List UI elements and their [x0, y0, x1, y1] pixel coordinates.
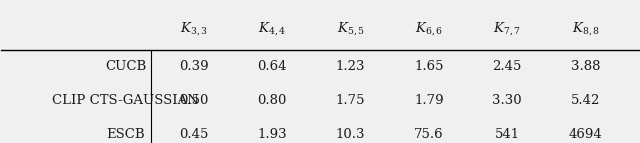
Text: 541: 541 — [495, 128, 520, 141]
Text: 0.45: 0.45 — [179, 128, 209, 141]
Text: CLIP CTS-GAUSSIAN: CLIP CTS-GAUSSIAN — [52, 94, 199, 107]
Text: 0.80: 0.80 — [257, 94, 287, 107]
Text: 75.6: 75.6 — [414, 128, 444, 141]
Text: 1.93: 1.93 — [257, 128, 287, 141]
Text: $K_{3,3}$: $K_{3,3}$ — [180, 20, 208, 37]
Text: 1.79: 1.79 — [414, 94, 444, 107]
Text: 5.42: 5.42 — [571, 94, 600, 107]
Text: $K_{4,4}$: $K_{4,4}$ — [258, 20, 286, 37]
Text: 2.45: 2.45 — [493, 60, 522, 73]
Text: $K_{7,7}$: $K_{7,7}$ — [493, 20, 521, 37]
Text: 0.50: 0.50 — [179, 94, 209, 107]
Text: $K_{8,8}$: $K_{8,8}$ — [572, 20, 600, 37]
Text: $K_{6,6}$: $K_{6,6}$ — [415, 20, 443, 37]
Text: 3.88: 3.88 — [571, 60, 600, 73]
Text: 1.75: 1.75 — [336, 94, 365, 107]
Text: ESCB: ESCB — [106, 128, 145, 141]
Text: 1.65: 1.65 — [414, 60, 444, 73]
Text: 0.39: 0.39 — [179, 60, 209, 73]
Text: $K_{5,5}$: $K_{5,5}$ — [337, 20, 365, 37]
Text: CUCB: CUCB — [105, 60, 147, 73]
Text: 4694: 4694 — [569, 128, 602, 141]
Text: 1.23: 1.23 — [336, 60, 365, 73]
Text: 0.64: 0.64 — [257, 60, 287, 73]
Text: 10.3: 10.3 — [336, 128, 365, 141]
Text: 3.30: 3.30 — [492, 94, 522, 107]
